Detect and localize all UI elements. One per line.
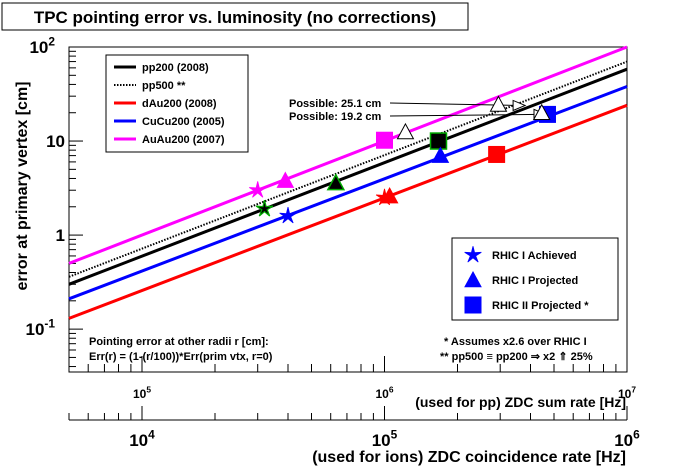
y-tick-label: 1 — [56, 226, 65, 245]
radii-note-line2: Err(r) = (1-(r/100))*Err(prim vtx, r=0) — [89, 351, 273, 363]
x-tick-label-pp: 107 — [618, 385, 636, 401]
marker-triangle-open-13 — [489, 95, 508, 112]
marker-triangle-10 — [380, 187, 399, 204]
data-markers — [249, 95, 556, 224]
x-axis-label-ions: (used for ions) ZDC coincidence rate [Hz… — [312, 449, 626, 466]
y-ticks: 10-1 1 10 102 — [26, 34, 83, 368]
possible-arrow-line-2 — [389, 113, 539, 117]
series-legend: pp200 (2008) pp500 ** dAu200 (2008) CuCu200… — [105, 54, 249, 153]
title-frame — [1, 2, 469, 31]
y-axis-label: error at primary vertex [cm] — [14, 82, 31, 291]
title-box: TPC pointing error vs. luminosity (no co… — [1, 2, 469, 31]
marker-legend: RHIC I Achieved RHIC I Projected RHIC II P… — [451, 237, 619, 321]
series-line-0 — [68, 67, 628, 286]
chart-title: TPC pointing error vs. luminosity (no co… — [34, 8, 436, 27]
legend-marker-triangle — [464, 270, 482, 288]
marker-triangle-4 — [326, 173, 346, 191]
marker-star-0 — [249, 181, 267, 198]
y-tick-label: 10-1 — [26, 316, 56, 339]
possible-label-1: Possible: 25.1 cm — [289, 98, 382, 110]
assume-note-line2: ** pp500 ≡ pp200 ⇒ x2 ⇑ 25% — [440, 351, 593, 363]
possible-arrow-head-1 — [512, 99, 527, 112]
x-axis-label-pp: (used for pp) ZDC sum rate [Hz] — [415, 394, 626, 410]
y-tick-label: 10 — [46, 132, 65, 151]
legend-label-2: dAu200 (2008) — [142, 98, 217, 110]
series-line-3 — [68, 85, 628, 301]
plot-frame — [68, 46, 628, 373]
x-tick-label-ions: 104 — [129, 427, 155, 450]
legend-label-4: AuAu200 (2007) — [142, 134, 225, 146]
possible-label-2: Possible: 19.2 cm — [289, 111, 382, 123]
legend-marker-label-0: RHIC I Achieved — [492, 250, 577, 262]
marker-triangle-open-12 — [396, 122, 415, 140]
series-lines — [68, 45, 628, 320]
legend-label-0: pp200 (2008) — [142, 62, 209, 74]
x-ticks-ions: 104 105 106 — [68, 356, 640, 450]
series-line-4 — [68, 45, 628, 265]
marker-star-3 — [255, 199, 274, 217]
marker-triangle-open-14 — [532, 103, 551, 121]
assume-note-line1: * Assumes x2.6 over RHIC I — [444, 336, 587, 348]
series-line-2 — [68, 103, 628, 320]
legend-marker-label-2: RHIC II Projected * — [492, 300, 589, 312]
marker-square-11 — [488, 145, 506, 163]
legend-label-1: pp500 ** — [142, 80, 186, 92]
series-line-1 — [68, 60, 628, 278]
marker-triangle-7 — [431, 146, 450, 163]
x-tick-label-pp: 106 — [375, 385, 393, 401]
legend-marker-star — [464, 246, 482, 263]
marker-square-5 — [429, 132, 448, 150]
marker-square-2 — [375, 131, 393, 149]
legend-label-3: CuCu200 (2005) — [142, 116, 225, 128]
legend-marker-label-1: RHIC I Projected — [492, 275, 578, 287]
legend-marker-square — [464, 296, 482, 314]
radii-note-line1: Pointing error at other radii r [cm]: — [89, 336, 269, 348]
x-tick-label-ions: 105 — [372, 427, 398, 450]
x-tick-label-ions: 106 — [614, 427, 640, 450]
y-tick-label: 102 — [29, 34, 55, 57]
x-ticks-pp: 105 106 107 — [68, 385, 636, 420]
marker-triangle-1 — [276, 171, 295, 188]
x-tick-label-pp: 105 — [133, 385, 151, 401]
marker-star-6 — [279, 207, 297, 224]
